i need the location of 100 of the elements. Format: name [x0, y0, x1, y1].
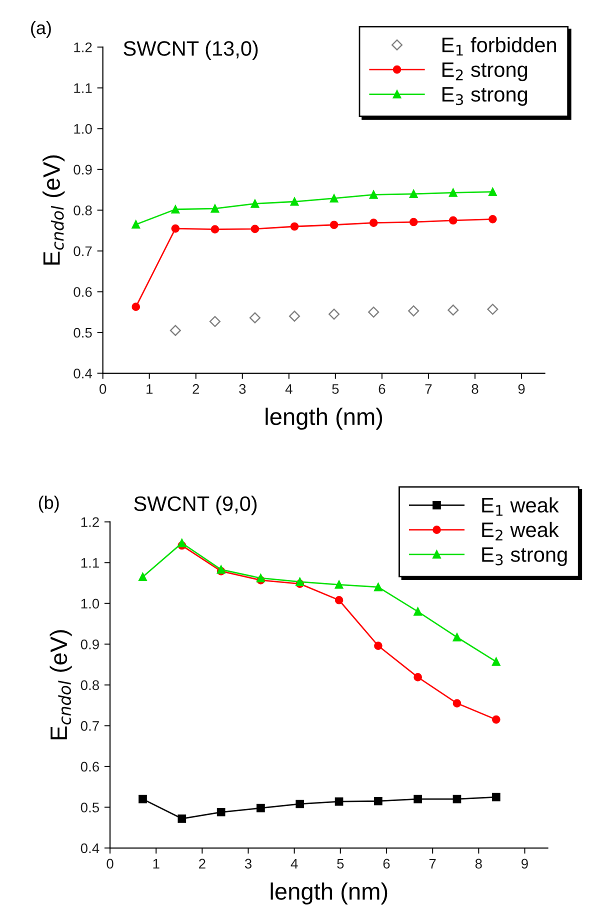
text: (a): [31, 21, 51, 38]
point: [409, 218, 418, 226]
point: [492, 715, 500, 724]
point: [374, 796, 382, 806]
y-tick-label: 0.6: [80, 762, 100, 772]
legend-label: E$_{1}$ weak: [482, 497, 559, 516]
point: [288, 310, 300, 322]
point: [374, 642, 382, 650]
y-tick-label: 0.7: [80, 721, 99, 731]
y-tick-label: 0.8: [80, 680, 100, 690]
point: [448, 216, 458, 225]
x-tick-label: 9: [522, 858, 528, 869]
x-axis-title: length (nm): [266, 408, 382, 430]
point: [256, 804, 265, 812]
point: [250, 224, 260, 234]
y-tick-label: 0.5: [80, 802, 100, 812]
point: [178, 538, 186, 548]
point: [171, 205, 180, 214]
point: [492, 792, 500, 802]
point: [487, 304, 498, 315]
point: [488, 188, 497, 196]
x-tick-label: 3: [239, 384, 246, 394]
x-tick-label: 7: [425, 384, 432, 394]
x-tick-label: 2: [192, 384, 200, 394]
x-tick-label: 0: [100, 384, 106, 394]
point: [409, 190, 418, 198]
y-axis-title: E$_{cndol}$ (eV): [50, 630, 72, 740]
point: [250, 200, 260, 208]
y-tick-label: 0.7: [74, 246, 92, 256]
y-tick-label: 1.0: [81, 598, 100, 609]
x-tick-label: 8: [475, 858, 482, 869]
y-tick-label: 1.1: [74, 83, 92, 93]
point: [374, 582, 382, 592]
text: (b): [38, 496, 59, 513]
point: [448, 188, 458, 197]
point: [334, 596, 344, 604]
x-tick-label: 7: [429, 858, 436, 868]
point: [452, 794, 462, 804]
point: [328, 308, 340, 320]
point: [369, 218, 378, 227]
point: [210, 204, 220, 213]
point: [209, 316, 220, 328]
legend-label: E$_{3}$ strong: [442, 87, 528, 106]
point: [452, 633, 462, 642]
x-tick-label: 2: [199, 858, 206, 868]
point: [249, 312, 261, 324]
point: [210, 225, 220, 234]
x-tick-label: 1: [146, 384, 153, 394]
x-tick-label: 4: [285, 384, 292, 394]
x-tick-label: 8: [472, 384, 478, 394]
x-tick-label: 1: [153, 858, 160, 868]
point: [132, 302, 140, 311]
x-tick-label: 4: [290, 858, 298, 868]
x-tick-label: 5: [332, 384, 339, 394]
point: [369, 190, 378, 199]
y-tick-label: 0.4: [80, 843, 100, 854]
y-tick-label: 0.4: [74, 368, 92, 378]
point: [452, 699, 462, 708]
y-tick-label: 1.2: [81, 517, 99, 527]
point: [334, 797, 344, 806]
x-tick-label: 3: [244, 858, 252, 869]
point: [216, 808, 226, 816]
y-tick-label: 0.8: [74, 206, 92, 216]
y-tick-label: 1.2: [74, 42, 92, 52]
point: [178, 814, 186, 823]
x-tick-label: 6: [378, 384, 386, 394]
x-tick-label: 9: [518, 384, 525, 394]
legend-label: E$_{2}$ strong: [442, 62, 528, 82]
point: [290, 222, 299, 231]
point: [138, 572, 147, 582]
y-tick-label: 0.9: [80, 640, 99, 650]
x-tick-label: 5: [337, 858, 344, 869]
annotation: SWCNT (13,0): [124, 40, 258, 60]
y-tick-label: 1.1: [81, 558, 99, 568]
text: SWCNT (9,0): [134, 496, 257, 516]
point: [132, 220, 140, 229]
point: [368, 306, 380, 318]
point: [414, 607, 422, 616]
point: [488, 214, 497, 224]
point: [171, 224, 180, 233]
point: [448, 304, 459, 316]
point: [170, 324, 181, 336]
y-axis-title: E$_{cndol}$ (eV): [42, 155, 65, 265]
y-tick-label: 0.9: [74, 164, 92, 175]
point: [492, 658, 500, 666]
point: [296, 800, 304, 808]
y-tick-label: 0.6: [74, 287, 92, 297]
legend-label: E$_{2}$ weak: [482, 522, 559, 540]
point: [290, 197, 299, 206]
point: [414, 794, 422, 804]
x-tick-label: 0: [106, 858, 114, 869]
legend-label: E$_{1}$ forbidden: [442, 37, 556, 56]
point: [334, 580, 344, 589]
point: [330, 220, 338, 230]
point: [138, 794, 147, 804]
y-tick-label: 1.0: [74, 124, 92, 134]
point: [330, 194, 338, 203]
x-axis-title: length (nm): [270, 882, 388, 904]
x-tick-label: 6: [383, 858, 390, 869]
point: [414, 673, 422, 682]
